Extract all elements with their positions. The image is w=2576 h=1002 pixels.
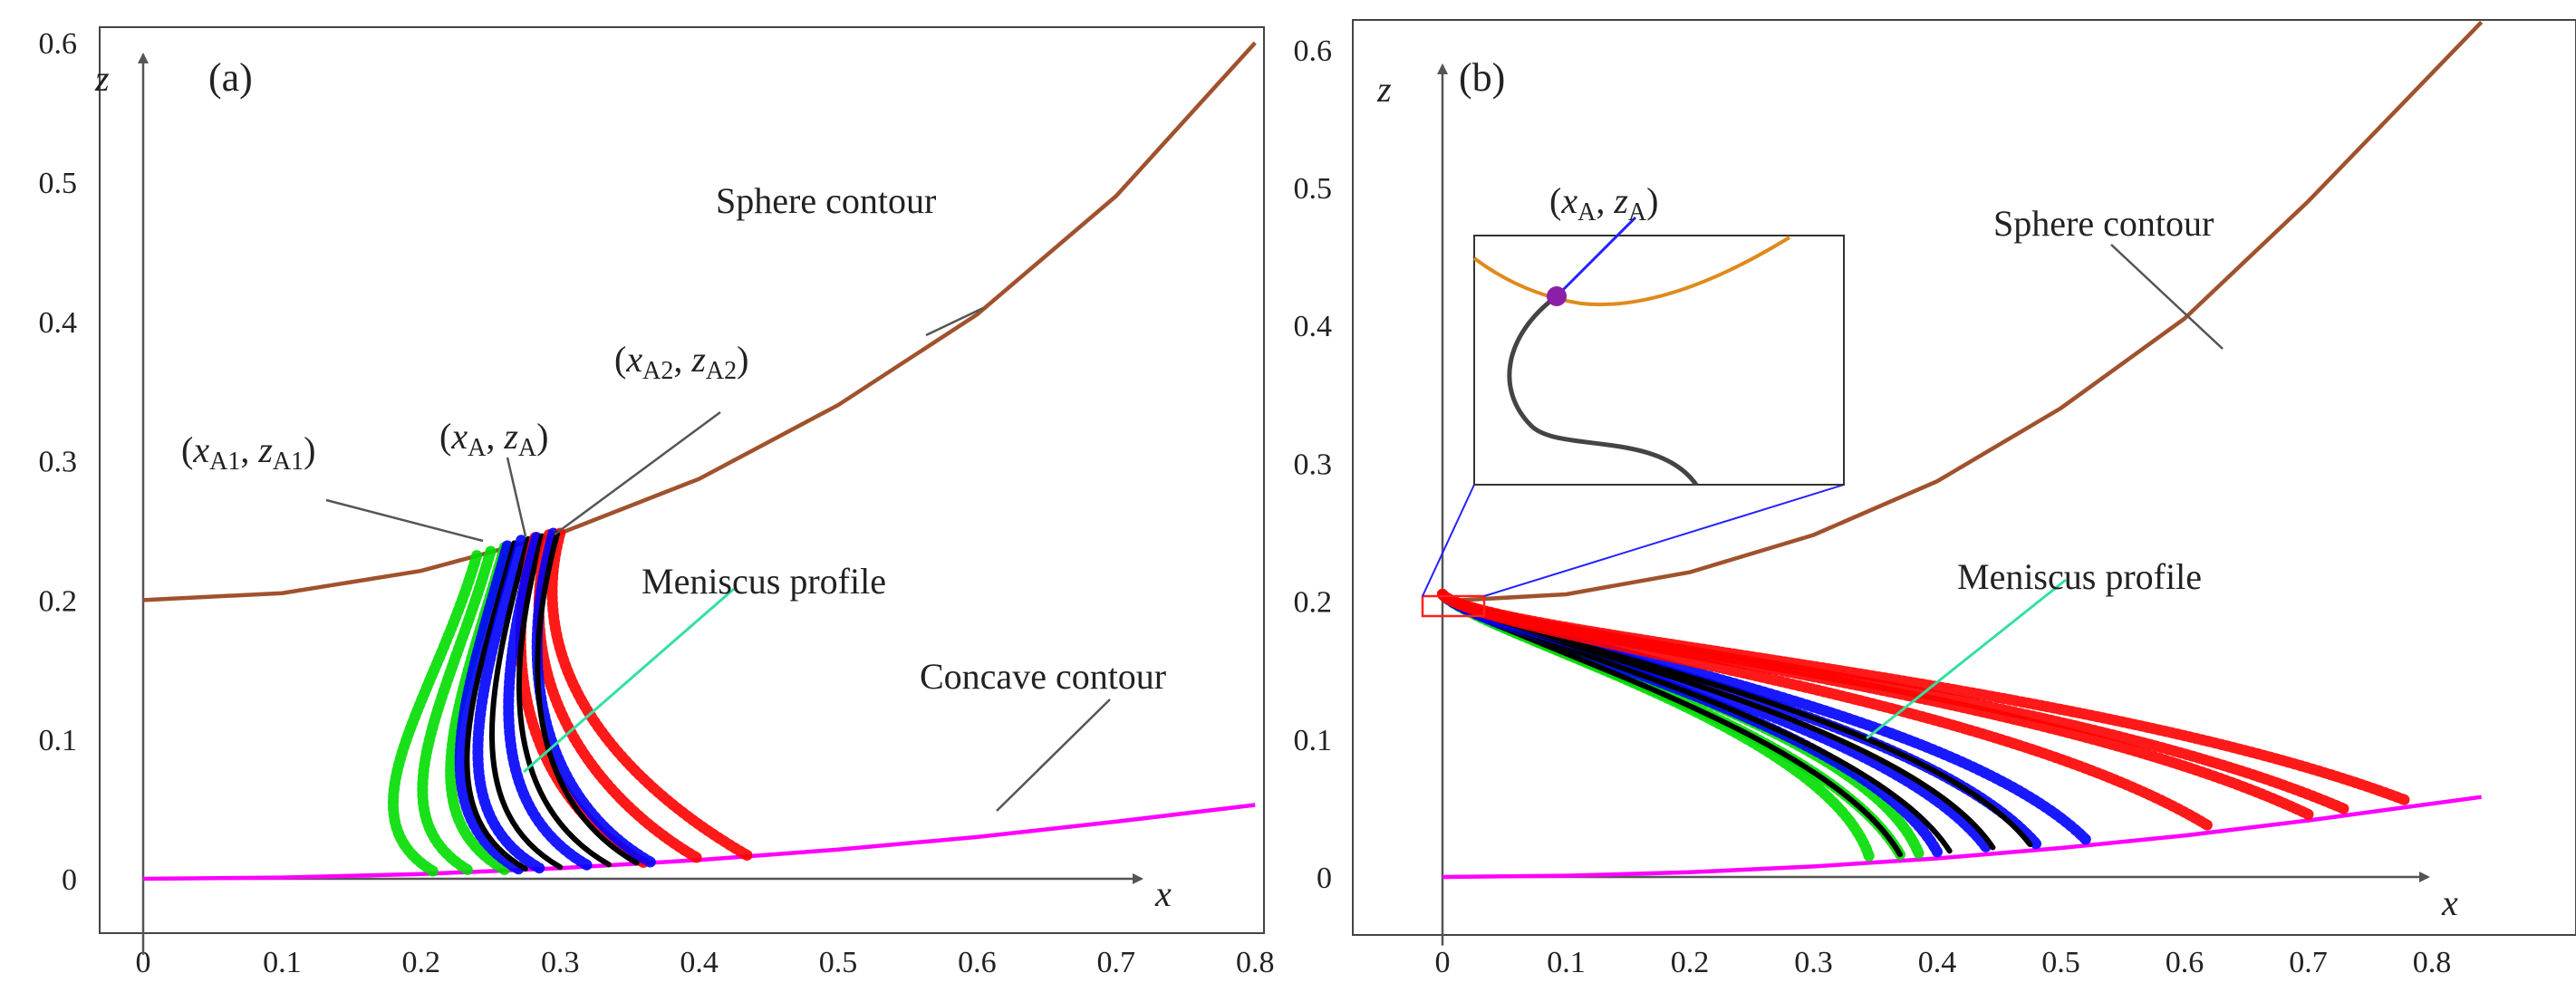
point-xa1-label: (xA1, zA1) — [181, 429, 315, 476]
y-tick-label: 0.2 — [1294, 586, 1333, 620]
x-tick-label: 0.2 — [402, 946, 441, 979]
inset-sphere-curve — [1472, 236, 1791, 307]
inset-connector-2 — [1483, 484, 1845, 597]
panel-a-ticks: 0 0.1 0.2 0.3 0.4 0.5 0.6 0.7 0.8 0 0.1 0.2 0.3 0.4 0.… — [39, 27, 1275, 979]
inset-source-box — [1421, 594, 1486, 618]
panel-a-ylabel: z — [94, 58, 110, 99]
meniscus-profile-leader-b — [1866, 578, 2067, 740]
meniscus-curve — [1437, 588, 2413, 806]
panel-b-label: (b) — [1459, 55, 1505, 100]
panel-a-xlabel: x — [1154, 873, 1172, 914]
meniscus-curve — [535, 530, 640, 866]
y-tick-label: 0 — [1317, 862, 1332, 895]
meniscus-curve — [488, 535, 564, 871]
panel-b-xlabel: x — [2441, 882, 2458, 923]
x-tick-label: 0.7 — [2289, 946, 2328, 979]
x-tick-label: 0.4 — [680, 946, 719, 979]
concave-contour-leader — [996, 699, 1111, 812]
x-tick-label: 0 — [1435, 946, 1451, 979]
inset-frame — [1473, 235, 1845, 486]
panel-a-plot — [142, 41, 1257, 882]
y-tick-label: 0.4 — [39, 306, 78, 340]
xa1-leader — [325, 498, 484, 543]
xa-leader-a — [506, 457, 527, 537]
sphere-contour-label-b: Sphere contour — [1993, 203, 2214, 244]
x-tick-label: 0.6 — [958, 946, 997, 979]
sphere-contour-leader-a — [925, 306, 984, 337]
y-tick-label: 0.6 — [39, 27, 78, 61]
x-tick-label: 0.2 — [1671, 946, 1710, 979]
meniscus-curve — [503, 532, 593, 872]
y-tick-label: 0.3 — [1294, 448, 1333, 481]
x-tick-label: 0.6 — [2166, 946, 2205, 979]
concave-contour-line — [1442, 795, 2482, 880]
inset-meniscus-curve — [1507, 294, 1699, 487]
x-tick-label: 0.5 — [819, 946, 858, 979]
panel-a: 0 0.1 0.2 0.3 0.4 0.5 0.6 0.7 0.8 0 0.1 0.2 0.3 0.4 0.… — [39, 26, 1275, 979]
x-tick-label: 0.3 — [1794, 946, 1833, 979]
y-tick-label: 0.3 — [39, 446, 78, 479]
meniscus-profile-leader-a — [523, 587, 735, 774]
panel-b-ticks: 0 0.1 0.2 0.3 0.4 0.5 0.6 0.7 0.8 0 0.1 0.2 0.3 0.4 0.… — [1294, 34, 2452, 979]
meniscus-curve — [387, 550, 483, 878]
inset-point-leader — [1555, 216, 1637, 298]
y-tick-label: 0 — [62, 863, 77, 897]
inset — [1472, 216, 1845, 487]
sphere-contour-line — [142, 41, 1257, 602]
concave-contour-line — [142, 803, 1256, 882]
meniscus-curve — [417, 545, 497, 877]
meniscus-curve — [454, 540, 525, 875]
x-tick-label: 0.3 — [541, 946, 580, 979]
x-tick-label: 0.5 — [2041, 946, 2080, 979]
point-xa-label-b: (xA, zA) — [1549, 180, 1658, 226]
y-tick-label: 0.6 — [1294, 34, 1333, 68]
panel-b-ylabel: z — [1376, 69, 1392, 110]
xa2-leader — [554, 410, 721, 536]
meniscus-curve — [464, 540, 528, 872]
panel-b: 0 0.1 0.2 0.3 0.4 0.5 0.6 0.7 0.8 0 0.1 0.2 0.3 0.4 0.… — [1294, 19, 2576, 979]
meniscus-curve — [546, 527, 754, 862]
x-tick-label: 0.4 — [1918, 946, 1957, 979]
meniscus-profile-label-b: Meniscus profile — [1957, 556, 2202, 597]
x-tick-label: 0.8 — [1236, 946, 1275, 979]
panel-b-plot — [1437, 20, 2484, 880]
panel-a-frame — [99, 26, 1265, 934]
x-tick-label: 0.8 — [2413, 946, 2452, 979]
point-xa2-label: (xA2, zA2) — [614, 339, 748, 385]
y-tick-label: 0.5 — [39, 167, 78, 200]
inset-contact-point — [1547, 286, 1567, 306]
meniscus-curve — [516, 533, 612, 868]
sphere-contour-leader-b — [2110, 244, 2224, 350]
y-tick-label: 0.4 — [1294, 310, 1333, 343]
sphere-contour-label-a: Sphere contour — [716, 180, 936, 221]
panel-b-axes — [1437, 63, 2430, 946]
y-tick-label: 0.2 — [39, 584, 78, 618]
x-tick-label: 0.1 — [1547, 946, 1586, 979]
meniscus-curve — [472, 535, 545, 874]
concave-contour-label: Concave contour — [920, 656, 1166, 697]
panel-a-label: (a) — [208, 55, 253, 100]
x-tick-label: 0 — [136, 946, 151, 979]
sphere-contour-line — [1442, 20, 2484, 603]
point-xa-label-a: (xA, zA) — [439, 416, 548, 462]
y-tick-label: 0.5 — [1294, 172, 1333, 206]
x-tick-label: 0.7 — [1097, 946, 1136, 979]
meniscus-profile-label-a: Meniscus profile — [642, 561, 886, 602]
meniscus-curve — [531, 527, 656, 868]
y-tick-label: 0.1 — [39, 724, 78, 757]
inset-connector-1 — [1422, 484, 1475, 597]
panel-b-frame — [1352, 19, 2576, 936]
y-tick-label: 0.1 — [1294, 724, 1333, 757]
x-tick-label: 0.1 — [263, 946, 302, 979]
